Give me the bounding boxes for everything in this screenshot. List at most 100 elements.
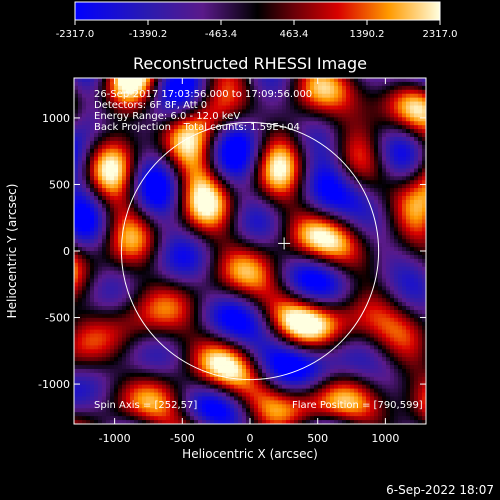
heatmap-cell — [230, 113, 235, 118]
heatmap-cell — [206, 180, 211, 185]
heatmap-cell — [270, 125, 275, 130]
heatmap-cell — [422, 192, 426, 197]
heatmap-cell — [126, 78, 131, 83]
heatmap-cell — [182, 144, 187, 150]
heatmap-cell — [362, 270, 367, 275]
heatmap-cell — [78, 97, 83, 102]
heatmap-cell — [190, 172, 195, 177]
heatmap-cell — [78, 81, 83, 87]
heatmap-cell — [198, 140, 203, 146]
heatmap-cell — [378, 243, 383, 248]
heatmap-cell — [94, 144, 99, 150]
heatmap-cell — [342, 274, 347, 279]
heatmap-cell — [86, 117, 91, 122]
heatmap-cell — [74, 101, 79, 106]
heatmap-cell — [210, 105, 215, 110]
heatmap-cell — [118, 235, 123, 240]
heatmap-cell — [86, 105, 91, 110]
heatmap-cell — [398, 172, 403, 177]
heatmap-cell — [342, 258, 347, 264]
heatmap-cell — [178, 243, 183, 248]
heatmap-cell — [258, 262, 263, 268]
heatmap-cell — [386, 219, 391, 224]
heatmap-cell — [362, 160, 367, 165]
heatmap-cell — [82, 85, 87, 91]
heatmap-cell — [122, 97, 127, 102]
heatmap-cell — [118, 199, 123, 205]
heatmap-cell — [382, 266, 387, 272]
heatmap-cell — [314, 140, 319, 146]
heatmap-cell — [102, 152, 107, 158]
heatmap-cell — [326, 113, 331, 118]
heatmap-cell — [178, 113, 183, 118]
heatmap-cell — [406, 258, 411, 264]
heatmap-cell — [278, 125, 283, 130]
heatmap-cell — [98, 231, 103, 236]
heatmap-cell — [146, 160, 151, 165]
heatmap-cell — [306, 133, 311, 138]
heatmap-cell — [130, 176, 135, 181]
heatmap-cell — [346, 184, 351, 189]
heatmap-cell — [282, 176, 287, 181]
heatmap-cell — [246, 227, 251, 232]
heatmap-cell — [210, 227, 215, 232]
heatmap-cell — [390, 184, 395, 189]
heatmap-cell — [418, 105, 423, 110]
heatmap-cell — [258, 231, 263, 236]
heatmap-cell — [370, 129, 375, 134]
heatmap-cell — [414, 231, 419, 236]
heatmap-cell — [150, 211, 155, 217]
heatmap-cell — [138, 156, 143, 161]
heatmap-cell — [270, 254, 275, 260]
heatmap-cell — [378, 188, 383, 193]
heatmap-cell — [122, 81, 127, 87]
heatmap-cell — [214, 262, 219, 268]
heatmap-cell — [254, 168, 259, 173]
heatmap-cell — [202, 239, 207, 244]
heatmap-cell — [370, 176, 375, 181]
heatmap-cell — [122, 270, 127, 275]
heatmap-cell — [302, 89, 307, 95]
heatmap-cell — [170, 81, 175, 87]
heatmap-cell — [98, 140, 103, 146]
heatmap-cell — [126, 211, 131, 217]
heatmap-cell — [406, 148, 411, 154]
heatmap-cell — [394, 290, 399, 295]
heatmap-cell — [106, 219, 111, 224]
heatmap-cell — [306, 274, 311, 279]
heatmap-cell — [294, 89, 299, 95]
heatmap-cell — [322, 93, 327, 99]
heatmap-cell — [170, 207, 175, 213]
heatmap-cell — [422, 294, 426, 299]
heatmap-cell — [90, 129, 95, 134]
heatmap-cell — [354, 286, 359, 291]
heatmap-cell — [110, 223, 115, 228]
heatmap-cell — [142, 211, 147, 217]
heatmap-cell — [238, 243, 243, 248]
heatmap-cell — [282, 215, 287, 220]
heatmap-cell — [130, 105, 135, 110]
heatmap-cell — [114, 133, 119, 138]
heatmap-cell — [354, 140, 359, 146]
heatmap-cell — [266, 207, 271, 213]
heatmap-cell — [238, 168, 243, 173]
heatmap-cell — [158, 133, 163, 138]
heatmap-cell — [258, 105, 263, 110]
heatmap-cell — [366, 219, 371, 224]
heatmap-cell — [94, 286, 99, 291]
heatmap-cell — [266, 215, 271, 220]
heatmap-cell — [286, 278, 291, 283]
heatmap-cell — [118, 140, 123, 146]
heatmap-cell — [338, 215, 343, 220]
heatmap-cell — [170, 152, 175, 158]
heatmap-cell — [82, 136, 87, 142]
heatmap-cell — [346, 258, 351, 264]
heatmap-cell — [110, 274, 115, 279]
heatmap-cell — [338, 235, 343, 240]
heatmap-cell — [370, 266, 375, 272]
heatmap-cell — [202, 274, 207, 279]
heatmap-cell — [262, 262, 267, 268]
heatmap-cell — [358, 121, 363, 126]
heatmap-cell — [250, 144, 255, 150]
heatmap-cell — [366, 85, 371, 91]
